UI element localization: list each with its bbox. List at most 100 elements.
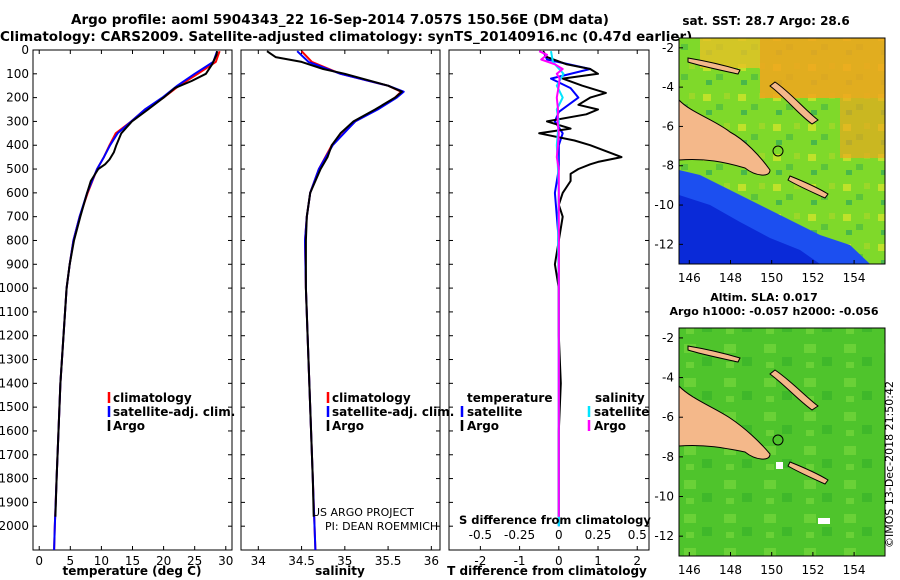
depth-tick-label: 1000 (0, 281, 29, 295)
map-lon-label: 148 (719, 271, 742, 285)
map-lat-label: -2 (662, 41, 674, 55)
series-line-satellite-adj-clim- (53, 50, 219, 550)
sst-map-title: sat. SST: 28.7 Argo: 28.6 (682, 14, 849, 28)
depth-tick-label: 2000 (0, 519, 29, 533)
series-line-argo (54, 51, 219, 517)
difference-panel (448, 49, 650, 551)
depth-tick-label: 1100 (0, 305, 29, 319)
s-tick-label: 0.25 (585, 528, 612, 542)
salinity-legend: climatology satellite-adj. clim. Argo (326, 391, 454, 433)
series-line-argo (266, 50, 403, 517)
imos-credit: ©IMOS 13-Dec-2018 21:50:42 (883, 381, 896, 548)
x-tick-label: 2 (633, 554, 641, 568)
credit-project: US ARGO PROJECT (312, 506, 414, 519)
map-lon-label: 150 (760, 271, 783, 285)
x-tick-label: -1 (514, 554, 526, 568)
series-line-temperature-argo (538, 50, 623, 517)
s-difference-label: S difference from climatology (459, 513, 651, 527)
map-lat-label: -8 (662, 159, 674, 173)
salinity-axis-label: salinity (315, 564, 365, 578)
depth-tick-label: 1500 (0, 400, 29, 414)
depth-tick-label: 700 (6, 210, 29, 224)
sla-map: Altim. SLA: 0.017 Argo h1000: -0.057 h20… (669, 291, 886, 557)
legend-climatology: climatology (113, 391, 192, 405)
map-lat-label: -12 (654, 237, 674, 251)
x-tick-label: 5 (66, 554, 74, 568)
depth-tick-label: 300 (6, 114, 29, 128)
legend-temperature-heading: temperature (467, 391, 552, 405)
depth-tick-label: 1400 (0, 376, 29, 390)
x-tick-label: -2 (474, 554, 486, 568)
legend-argo: Argo (113, 419, 145, 433)
depth-tick-label: 600 (6, 186, 29, 200)
sla-map-title-2: Argo h1000: -0.057 h2000: -0.056 (669, 305, 878, 318)
series-line-climatology (53, 50, 221, 550)
map-lat-label: -4 (662, 80, 674, 94)
sla-map-title-1: Altim. SLA: 0.017 (710, 291, 817, 304)
x-tick-label: 20 (156, 554, 171, 568)
x-tick-label: 35.5 (375, 554, 402, 568)
s-tick-label: -0.25 (504, 528, 535, 542)
legend-s-satellite: satellite (594, 405, 649, 419)
map-lat-label: -6 (662, 410, 674, 424)
salinity-panel (240, 49, 441, 551)
map-lon-label: 146 (678, 271, 701, 285)
sst-map: sat. SST: 28.7 Argo: 28.6 (678, 14, 886, 265)
depth-tick-label: 1200 (0, 329, 29, 343)
depth-tick-label: 1600 (0, 424, 29, 438)
legend-satellite: satellite-adj. clim. (332, 405, 454, 419)
legend-climatology: climatology (332, 391, 411, 405)
legend-argo: Argo (332, 419, 364, 433)
map-lon-label: 154 (843, 271, 866, 285)
legend-s-argo: Argo (594, 419, 626, 433)
depth-tick-label: 900 (6, 257, 29, 271)
x-tick-label: 30 (218, 554, 233, 568)
map-lat-label: -12 (654, 529, 674, 543)
t-difference-axis-label: T difference from climatology (447, 564, 647, 578)
series-line-salinity-argo (538, 50, 564, 517)
x-tick-label: 15 (125, 554, 140, 568)
temperature-legend: climatology satellite-adj. clim. Argo (107, 391, 235, 433)
s-tick-label: -0.5 (469, 528, 492, 542)
map-lon-label: 150 (760, 563, 783, 577)
temperature-axis-label: temperature (deg C) (63, 564, 202, 578)
depth-tick-label: 0 (21, 43, 29, 57)
map-lon-label: 152 (801, 271, 824, 285)
x-tick-label: 25 (187, 554, 202, 568)
depth-tick-label: 200 (6, 91, 29, 105)
map-lat-label: -2 (662, 331, 674, 345)
map-lon-label: 146 (678, 563, 701, 577)
legend-satellite: satellite-adj. clim. (113, 405, 235, 419)
map-lat-label: -8 (662, 450, 674, 464)
map-lat-label: -6 (662, 119, 674, 133)
x-tick-label: 35 (337, 554, 352, 568)
x-tick-label: 34.5 (288, 554, 315, 568)
x-tick-label: 1 (594, 554, 602, 568)
title-line-1: Argo profile: aoml 5904343_22 16-Sep-201… (71, 12, 609, 28)
legend-salinity-heading: salinity (595, 391, 645, 405)
map-lat-label: -4 (662, 371, 674, 385)
s-tick-label: 0 (555, 528, 563, 542)
depth-tick-label: 1800 (0, 472, 29, 486)
depth-tick-label: 1300 (0, 353, 29, 367)
map-lon-label: 152 (801, 563, 824, 577)
map-lon-label: 148 (719, 563, 742, 577)
depth-tick-label: 800 (6, 233, 29, 247)
temperature-panel (32, 49, 233, 551)
x-tick-label: 0 (555, 554, 563, 568)
s-tick-label: 0.5 (628, 528, 647, 542)
credit-pi: PI: DEAN ROEMMICH (325, 520, 438, 533)
legend-t-argo: Argo (467, 419, 499, 433)
legend-t-satellite: satellite (467, 405, 522, 419)
difference-legend: temperature satellite Argo salinity sate… (460, 391, 649, 433)
x-tick-label: 34 (251, 554, 266, 568)
map-lon-label: 154 (843, 563, 866, 577)
x-tick-label: 0 (35, 554, 43, 568)
depth-tick-label: 1700 (0, 448, 29, 462)
depth-tick-label: 1900 (0, 495, 29, 509)
x-tick-label: 36 (424, 554, 439, 568)
depth-tick-label: 100 (6, 67, 29, 81)
title-line-2: Climatology: CARS2009. Satellite-adjuste… (0, 29, 693, 45)
x-tick-label: 10 (94, 554, 109, 568)
